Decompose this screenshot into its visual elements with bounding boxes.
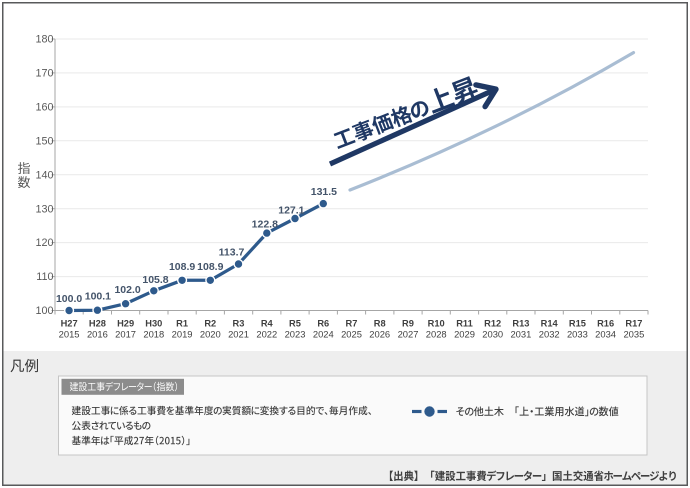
svg-text:R16: R16 <box>597 319 614 329</box>
svg-text:102.0: 102.0 <box>114 284 140 296</box>
svg-text:110: 110 <box>36 271 53 283</box>
svg-text:2035: 2035 <box>623 328 644 339</box>
svg-text:2026: 2026 <box>369 328 390 339</box>
svg-text:R7: R7 <box>346 319 358 329</box>
svg-text:120: 120 <box>35 237 53 249</box>
svg-text:R17: R17 <box>625 319 642 329</box>
svg-text:2023: 2023 <box>285 328 306 339</box>
svg-text:2033: 2033 <box>567 328 588 339</box>
svg-text:R1: R1 <box>176 319 188 329</box>
svg-text:R2: R2 <box>204 319 216 329</box>
svg-text:2022: 2022 <box>256 328 277 339</box>
svg-text:2028: 2028 <box>426 328 447 339</box>
svg-text:R5: R5 <box>289 319 301 329</box>
svg-text:R9: R9 <box>402 319 414 329</box>
svg-text:2019: 2019 <box>172 328 193 339</box>
svg-text:R8: R8 <box>374 319 386 329</box>
svg-text:131.5: 131.5 <box>311 186 337 198</box>
svg-text:2021: 2021 <box>228 328 249 339</box>
svg-text:H30: H30 <box>145 319 162 329</box>
svg-text:R13: R13 <box>512 319 529 329</box>
svg-text:122.8: 122.8 <box>252 219 278 231</box>
svg-text:H27: H27 <box>61 319 78 329</box>
svg-text:2032: 2032 <box>539 328 560 339</box>
svg-text:108.9: 108.9 <box>197 261 223 273</box>
svg-text:2029: 2029 <box>454 328 475 339</box>
svg-text:100.1: 100.1 <box>85 290 111 302</box>
svg-text:127.1: 127.1 <box>278 204 304 216</box>
svg-text:R11: R11 <box>456 319 473 329</box>
svg-text:R4: R4 <box>261 319 274 329</box>
svg-text:R3: R3 <box>233 319 245 329</box>
svg-text:2024: 2024 <box>313 328 334 339</box>
svg-text:R10: R10 <box>428 319 445 329</box>
svg-text:100: 100 <box>35 305 53 317</box>
svg-text:H29: H29 <box>117 319 134 329</box>
svg-text:2015: 2015 <box>59 328 80 339</box>
svg-text:100.0: 100.0 <box>56 293 82 305</box>
svg-text:2017: 2017 <box>115 328 136 339</box>
svg-text:2025: 2025 <box>341 328 362 339</box>
svg-text:H28: H28 <box>89 319 106 329</box>
svg-text:2031: 2031 <box>510 328 531 339</box>
svg-text:2020: 2020 <box>200 328 221 339</box>
svg-text:105.8: 105.8 <box>142 274 168 286</box>
svg-text:113.7: 113.7 <box>219 247 245 259</box>
svg-text:2034: 2034 <box>595 328 616 339</box>
svg-text:2016: 2016 <box>87 328 108 339</box>
svg-text:R6: R6 <box>317 319 329 329</box>
svg-text:180: 180 <box>35 34 53 46</box>
svg-text:R14: R14 <box>541 319 559 329</box>
svg-text:150: 150 <box>35 135 53 147</box>
svg-text:140: 140 <box>35 169 53 181</box>
svg-text:2027: 2027 <box>398 328 419 339</box>
svg-text:2018: 2018 <box>143 328 164 339</box>
svg-text:R15: R15 <box>569 319 586 329</box>
svg-text:160: 160 <box>35 102 53 114</box>
svg-text:170: 170 <box>35 68 53 80</box>
svg-text:130: 130 <box>35 203 53 215</box>
svg-text:R12: R12 <box>484 319 501 329</box>
svg-text:2030: 2030 <box>482 328 503 339</box>
svg-text:108.9: 108.9 <box>169 261 195 273</box>
